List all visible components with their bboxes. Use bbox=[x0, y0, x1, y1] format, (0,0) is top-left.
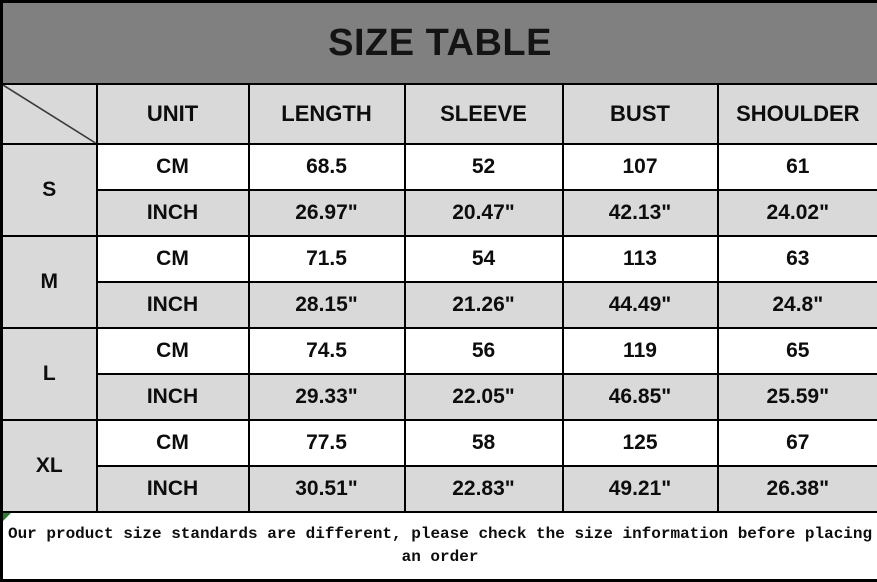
value-cell: 77.5 bbox=[249, 420, 405, 466]
value-cell: 68.5 bbox=[249, 144, 405, 190]
value-cell: 125 bbox=[563, 420, 718, 466]
value-cell: 54 bbox=[405, 236, 563, 282]
value-cell: 21.26" bbox=[405, 282, 563, 328]
size-label-m: M bbox=[2, 236, 97, 328]
table-row-l-inch: INCH 29.33" 22.05" 46.85" 25.59" bbox=[2, 374, 877, 420]
diagonal-line-icon bbox=[3, 85, 96, 143]
value-cell: 30.51" bbox=[249, 466, 405, 512]
unit-label-cm: CM bbox=[97, 328, 249, 374]
value-cell: 42.13" bbox=[563, 190, 718, 236]
size-label-l: L bbox=[2, 328, 97, 420]
unit-label-inch: INCH bbox=[97, 374, 249, 420]
table-row-s-inch: INCH 26.97" 20.47" 42.13" 24.02" bbox=[2, 190, 877, 236]
diagonal-header-cell bbox=[2, 84, 97, 144]
value-cell: 65 bbox=[718, 328, 877, 374]
value-cell: 24.8" bbox=[718, 282, 877, 328]
page-title: SIZE TABLE bbox=[2, 2, 877, 85]
cell-corner-marker-icon bbox=[3, 513, 11, 521]
column-header-length: LENGTH bbox=[249, 84, 405, 144]
unit-label-inch: INCH bbox=[97, 190, 249, 236]
footer-row: Our product size standards are different… bbox=[2, 512, 877, 581]
value-cell: 52 bbox=[405, 144, 563, 190]
value-cell: 25.59" bbox=[718, 374, 877, 420]
unit-label-cm: CM bbox=[97, 420, 249, 466]
table-row-m-cm: M CM 71.5 54 113 63 bbox=[2, 236, 877, 282]
size-label-xl: XL bbox=[2, 420, 97, 512]
value-cell: 22.83" bbox=[405, 466, 563, 512]
value-cell: 63 bbox=[718, 236, 877, 282]
column-header-unit: UNIT bbox=[97, 84, 249, 144]
table-row-xl-inch: INCH 30.51" 22.83" 49.21" 26.38" bbox=[2, 466, 877, 512]
title-row: SIZE TABLE bbox=[2, 2, 877, 85]
value-cell: 49.21" bbox=[563, 466, 718, 512]
column-header-bust: BUST bbox=[563, 84, 718, 144]
value-cell: 119 bbox=[563, 328, 718, 374]
value-cell: 58 bbox=[405, 420, 563, 466]
size-label-s: S bbox=[2, 144, 97, 236]
footer-cell: Our product size standards are different… bbox=[2, 512, 877, 581]
value-cell: 74.5 bbox=[249, 328, 405, 374]
table-row-s-cm: S CM 68.5 52 107 61 bbox=[2, 144, 877, 190]
value-cell: 56 bbox=[405, 328, 563, 374]
value-cell: 22.05" bbox=[405, 374, 563, 420]
unit-label-inch: INCH bbox=[97, 282, 249, 328]
footer-note: Our product size standards are different… bbox=[3, 523, 877, 569]
value-cell: 24.02" bbox=[718, 190, 877, 236]
column-header-sleeve: SLEEVE bbox=[405, 84, 563, 144]
unit-label-cm: CM bbox=[97, 236, 249, 282]
value-cell: 44.49" bbox=[563, 282, 718, 328]
table-row-l-cm: L CM 74.5 56 119 65 bbox=[2, 328, 877, 374]
unit-label-cm: CM bbox=[97, 144, 249, 190]
header-row: UNIT LENGTH SLEEVE BUST SHOULDER bbox=[2, 84, 877, 144]
table-row-m-inch: INCH 28.15" 21.26" 44.49" 24.8" bbox=[2, 282, 877, 328]
value-cell: 20.47" bbox=[405, 190, 563, 236]
value-cell: 113 bbox=[563, 236, 718, 282]
table-row-xl-cm: XL CM 77.5 58 125 67 bbox=[2, 420, 877, 466]
value-cell: 26.97" bbox=[249, 190, 405, 236]
value-cell: 26.38" bbox=[718, 466, 877, 512]
unit-label-inch: INCH bbox=[97, 466, 249, 512]
value-cell: 29.33" bbox=[249, 374, 405, 420]
column-header-shoulder: SHOULDER bbox=[718, 84, 877, 144]
value-cell: 71.5 bbox=[249, 236, 405, 282]
value-cell: 28.15" bbox=[249, 282, 405, 328]
value-cell: 46.85" bbox=[563, 374, 718, 420]
value-cell: 67 bbox=[718, 420, 877, 466]
value-cell: 61 bbox=[718, 144, 877, 190]
value-cell: 107 bbox=[563, 144, 718, 190]
